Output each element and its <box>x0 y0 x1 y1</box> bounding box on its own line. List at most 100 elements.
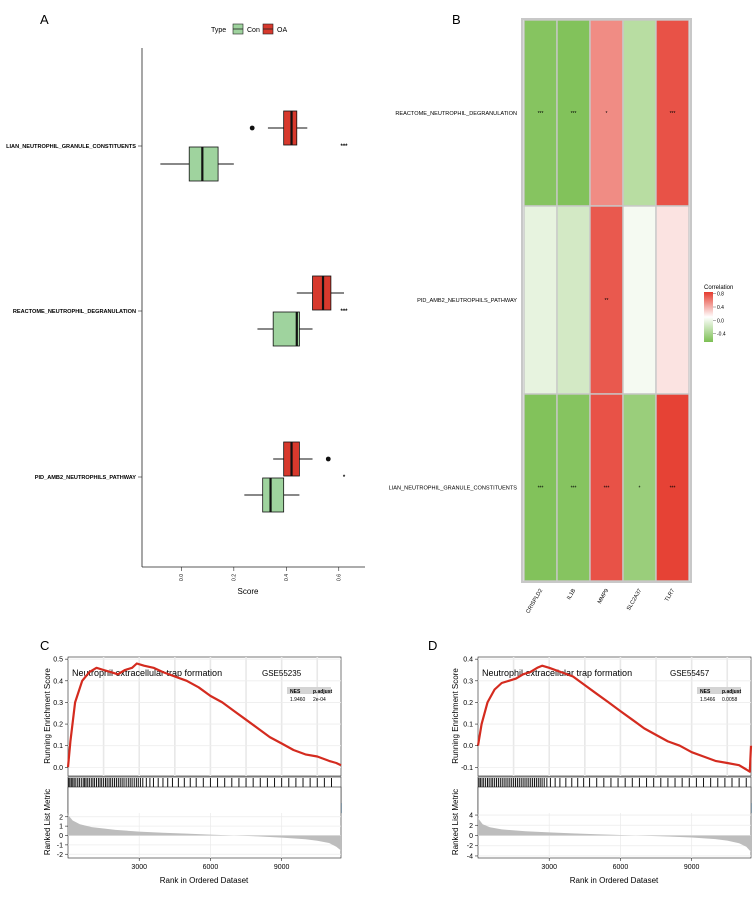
box-oa <box>312 275 332 311</box>
gsea-d-stat-header-padj: p.adjust <box>722 689 742 695</box>
gsea-y-tick-label: 0.2 <box>463 700 473 707</box>
heatmap-cell <box>655 393 690 582</box>
box-outlier <box>249 125 255 131</box>
gsea-d-title: Neutrophil extracellular trap formation <box>482 668 632 678</box>
heatmap-frame <box>521 18 692 583</box>
panel-label-c: C <box>40 638 49 653</box>
gsea-metric-y-tick-label: 0 <box>469 833 473 840</box>
box-con <box>272 311 300 347</box>
gsea-c-stat-nes: 1.9460 <box>290 697 306 703</box>
gsea-y-tick-label: 0.4 <box>463 657 473 664</box>
gsea-d-dataset: GSE55457 <box>670 669 710 678</box>
gsea-running-score-line <box>476 664 753 773</box>
gsea-c-es-frame <box>67 656 342 777</box>
gsea-y-tick-label: 0.5 <box>53 657 63 664</box>
gsea-c-dataset: GSE55235 <box>262 669 302 678</box>
gsea-c-metric-y-axis-title: Ranked List Metric <box>43 789 52 855</box>
gsea-d-stats-table: NES p.adjust 1.5466 0.0058 <box>697 687 742 703</box>
significance-label: *** <box>340 144 348 150</box>
box-outlier <box>325 456 331 462</box>
heatmap-column-label: CRISPLD2 <box>525 588 544 615</box>
gsea-d-metric-y-axis-title: Ranked List Metric <box>451 789 460 855</box>
gsea-y-tick-label: 0.3 <box>53 700 63 707</box>
heatmap-row-label: PID_AMB2_NEUTROPHILS_PATHWAY <box>417 298 517 304</box>
boxplot-legend: Type Con OA <box>211 23 287 35</box>
boxplot-category-label: PID_AMB2_NEUTROPHILS_PATHWAY <box>35 475 136 481</box>
gsea-d-stat-header-nes: NES <box>700 689 711 695</box>
heatmap-cell-significance: *** <box>538 486 544 492</box>
significance-label: * <box>343 475 346 481</box>
heatmap-legend-tick-label: 0.0 <box>717 318 724 324</box>
gsea-d-stat-nes: 1.5466 <box>700 697 716 703</box>
heatmap-cell <box>622 19 657 207</box>
heatmap-cell <box>655 205 690 395</box>
heatmap-cell <box>523 393 558 582</box>
box-oa <box>283 110 298 146</box>
gsea-d-y-axis-title: Running Enrichment Score <box>451 668 460 764</box>
gsea-c-title: Neutrophil extracellular trap formation <box>72 668 222 678</box>
gsea-y-tick-label: 0.0 <box>463 743 473 750</box>
heatmap-legend-title: Correlation <box>704 285 733 291</box>
gsea-metric-y-tick-label: 0 <box>59 833 63 840</box>
heatmap-cell-significance: * <box>606 111 608 117</box>
heatmap-row-label: REACTOME_NEUTROPHIL_DEGRANULATION <box>395 111 517 117</box>
heatmap-cell-significance: *** <box>538 111 544 117</box>
heatmap-legend-tick-label: 0.4 <box>717 305 724 311</box>
legend-label-con: Con <box>247 27 260 34</box>
gsea-c-stats-table: NES p.adjust 1.9460 2e-04 <box>287 687 333 703</box>
gsea-c-stat-padj: 2e-04 <box>313 697 326 703</box>
gsea-c-x-axis-title: Rank in Ordered Dataset <box>160 876 249 885</box>
gsea-y-tick-label: 0.3 <box>463 678 473 685</box>
gsea-c-metric-frame <box>67 786 342 859</box>
heatmap-cell-significance: * <box>639 486 641 492</box>
heatmap-cell <box>622 205 657 395</box>
box-con <box>188 146 219 182</box>
heatmap-cell-significance: *** <box>571 111 577 117</box>
legend-label-oa: OA <box>277 27 287 34</box>
gsea-metric-y-tick-label: -1 <box>57 842 63 849</box>
gsea-x-tick-label: 6000 <box>613 864 629 871</box>
gsea-c-stat-header-nes: NES <box>290 689 301 695</box>
gsea-ranked-metric-area <box>478 818 751 852</box>
gsea-c-stat-header-padj: p.adjust <box>313 689 333 695</box>
gsea-metric-y-tick-label: 1 <box>59 824 63 831</box>
heatmap-cell-significance: ** <box>605 298 609 304</box>
heatmap-cell-significance: *** <box>571 486 577 492</box>
heatmap-cell <box>556 205 591 395</box>
gsea-x-tick-label: 9000 <box>274 864 290 871</box>
heatmap-column-label: MMP9 <box>597 588 610 605</box>
boxplot-category-label: LIAN_NEUTROPHIL_GRANULE_CONSTITUENTS <box>6 144 136 150</box>
heatmap-panel: *** *** * ******** *** *** * *** REACTOME_NEUTR… <box>389 18 733 615</box>
gsea-metric-y-tick-label: 2 <box>59 814 63 821</box>
gsea-y-tick-label: -0.1 <box>461 765 473 772</box>
heatmap-legend-tick-label: -0.4 <box>717 332 726 338</box>
heatmap-cell <box>622 393 657 582</box>
gsea-y-tick-label: 0.1 <box>53 743 63 750</box>
heatmap-column-label: TLR7 <box>664 588 676 603</box>
gsea-c-y-axis-title: Running Enrichment Score <box>43 668 52 764</box>
gsea-y-tick-label: 0.1 <box>463 722 473 729</box>
gsea-metric-y-tick-label: -2 <box>467 843 473 850</box>
heatmap-cell <box>523 205 558 395</box>
boxplot-x-tick-label: 0.2 <box>231 574 237 581</box>
panel-label-b: B <box>452 12 461 27</box>
heatmap-column-label: SLC2A37 <box>626 588 643 612</box>
gsea-x-tick-label: 6000 <box>203 864 219 871</box>
significance-label: *** <box>340 309 348 315</box>
gsea-panel-c: Neutrophil extracellular trap formation … <box>43 657 342 885</box>
heatmap-cell-significance: *** <box>670 486 676 492</box>
gsea-metric-y-tick-label: -2 <box>57 852 63 859</box>
gsea-y-tick-label: 0.4 <box>53 678 63 685</box>
gsea-ranked-metric-area <box>68 814 341 851</box>
gsea-metric-y-tick-label: 2 <box>469 823 473 830</box>
heatmap-cell <box>589 393 624 582</box>
gsea-x-tick-label: 3000 <box>131 864 147 871</box>
boxplot-x-tick-label: 0.6 <box>336 574 342 581</box>
heatmap-cell <box>556 19 591 207</box>
heatmap-cell-significance: *** <box>604 486 610 492</box>
heatmap-legend: Correlation 0.8 0.4 0.0 -0.4 <box>704 285 733 342</box>
gsea-panel-d: Neutrophil extracellular trap formation … <box>451 657 753 885</box>
boxplot-x-axis-title: Score <box>238 587 259 596</box>
gsea-y-tick-label: 0.0 <box>53 765 63 772</box>
